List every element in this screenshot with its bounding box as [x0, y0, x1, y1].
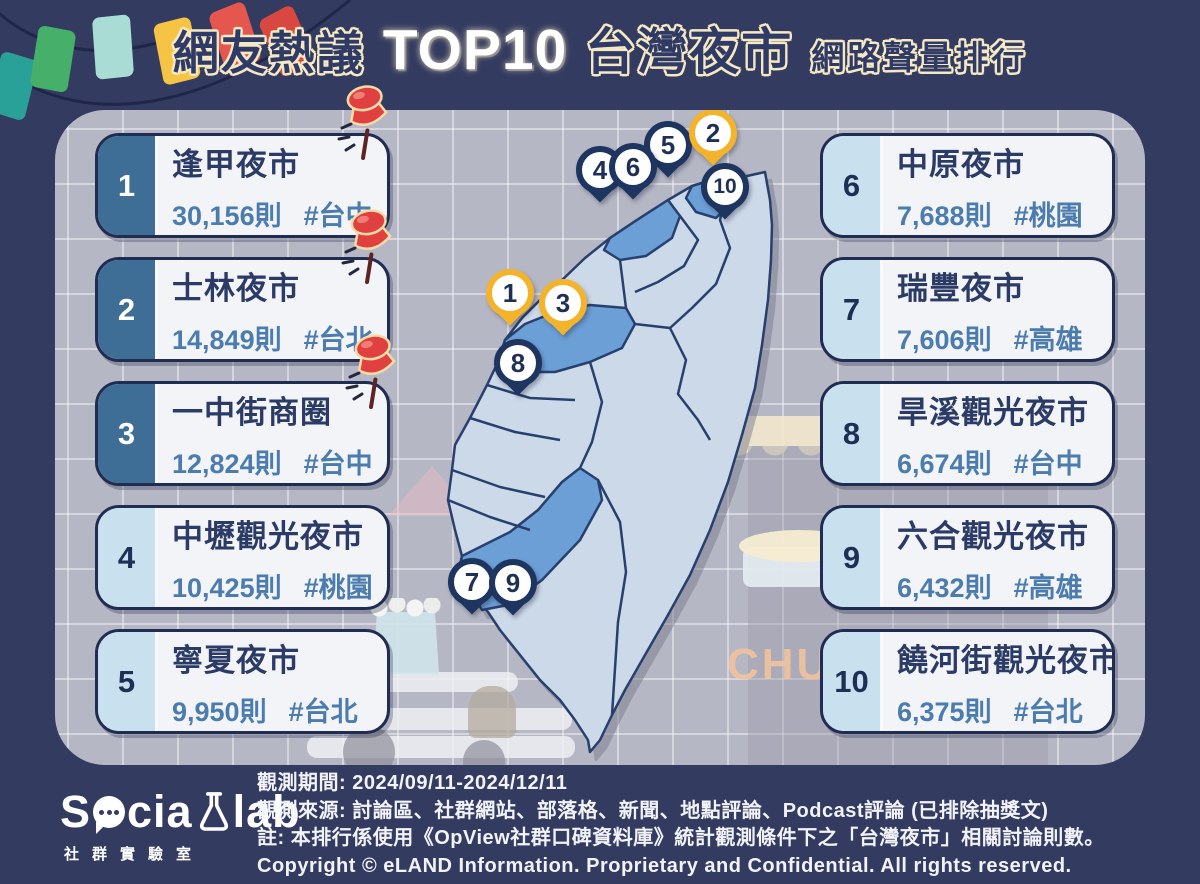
- city-tag: #高雄: [1013, 324, 1083, 355]
- mention-count: 14,849則: [172, 324, 282, 355]
- rank-badge: 9: [823, 508, 883, 607]
- mention-count: 12,824則: [172, 448, 282, 479]
- title-part-1: 網友熱議: [172, 27, 365, 79]
- ranking-card-6: 6 中原夜市 7,688則 #桃園: [820, 133, 1115, 238]
- city-tag: #台中: [303, 448, 373, 479]
- flag-green: [29, 24, 77, 94]
- market-name: 瑞豐夜市: [897, 270, 1025, 306]
- flag-red: [207, 0, 263, 74]
- mention-count: 7,688則: [897, 200, 992, 231]
- ranking-card-1: 1 逢甲夜市 30,156則 #台中: [95, 133, 390, 238]
- map-pin-1: 1: [486, 269, 534, 339]
- city-tag: #高雄: [1013, 572, 1083, 603]
- pin-number: 2: [689, 110, 737, 157]
- rank-badge: 1: [98, 136, 158, 235]
- rank-badge: 2: [98, 260, 158, 359]
- market-name: 六合觀光夜市: [897, 518, 1089, 554]
- map-pin-3: 3: [539, 279, 587, 349]
- mention-count: 9,950則: [172, 696, 267, 727]
- market-name: 中原夜市: [897, 146, 1025, 182]
- title-top10: TOP10: [382, 18, 568, 82]
- ranking-card-4: 4 中壢觀光夜市 10,425則 #桃園: [95, 505, 390, 610]
- flag-yellow: [152, 15, 202, 87]
- mention-count: 30,156則: [172, 200, 282, 231]
- taiwan-island: [446, 170, 774, 754]
- city-tag: #台中: [1013, 448, 1083, 479]
- rank-badge: 5: [98, 632, 158, 731]
- pin-number: 6: [609, 143, 657, 191]
- rank-badge: 8: [823, 384, 883, 483]
- market-name: 饒河街觀光夜市: [897, 642, 1115, 678]
- city-tag: #台北: [1013, 696, 1083, 727]
- logo-text-lab: lab: [232, 786, 301, 837]
- market-name: 中壢觀光夜市: [172, 518, 364, 554]
- rank-badge: 6: [823, 136, 883, 235]
- observation-sources: 觀測來源: 討論區、社群網站、部落格、新聞、地點評論、Podcast評論 (已排…: [257, 799, 1049, 822]
- flask-icon: [199, 792, 228, 831]
- map-pin-6: 6: [609, 143, 657, 213]
- rank-badge: 4: [98, 508, 158, 607]
- rank-badge: 7: [823, 260, 883, 359]
- ranking-card-2: 2 士林夜市 14,849則 #台北: [95, 257, 390, 362]
- ranking-card-3: 3 一中街商圈 12,824則 #台中: [95, 381, 390, 486]
- pin-number: 1: [486, 269, 534, 317]
- city-tag: #桃園: [1013, 200, 1083, 231]
- logo-subtitle: 社群實驗室: [64, 846, 205, 863]
- methodology-note: 註: 本排行係使用《OpView社群口碑資料庫》統計觀測條件下之「台灣夜市」相關…: [257, 827, 1105, 849]
- mention-count: 7,606則: [897, 324, 992, 355]
- ranking-card-8: 8 旱溪觀光夜市 6,674則 #台中: [820, 381, 1115, 486]
- pin-number: 10: [701, 163, 749, 211]
- mention-count: 6,432則: [897, 572, 992, 603]
- ranking-card-7: 7 瑞豐夜市 7,606則 #高雄: [820, 257, 1115, 362]
- title-part-3: 台灣夜市: [585, 24, 794, 80]
- observation-period: 觀測期間: 2024/09/11-2024/12/11: [257, 772, 568, 794]
- pin-number: 9: [489, 559, 537, 607]
- map-pin-9: 9: [489, 559, 537, 629]
- mention-count: 6,375則: [897, 696, 992, 727]
- market-name: 一中街商圈: [172, 394, 332, 430]
- flag-cyan: [91, 14, 135, 80]
- speech-bubble-icon: [93, 796, 126, 828]
- market-name: 逢甲夜市: [172, 146, 300, 182]
- main-panel: CHU: [55, 110, 1145, 765]
- logo-text-cia: cia: [127, 786, 193, 837]
- city-tag: #台北: [303, 324, 373, 355]
- mention-count: 10,425則: [172, 572, 282, 603]
- flag-red-2: [257, 3, 317, 79]
- footer-notes: 觀測期間: 2024/09/11-2024/12/11 觀測來源: 討論區、社群…: [257, 770, 1105, 880]
- page-title: 網友熱議 TOP10 台灣夜市 網路聲量排行: [0, 12, 1200, 84]
- ranking-card-5: 5 寧夏夜市 9,950則 #台北: [95, 629, 390, 734]
- ranking-card-10: 10 饒河街觀光夜市 6,375則 #台北: [820, 629, 1115, 734]
- city-tag: #台中: [303, 200, 373, 231]
- copyright: Copyright © eLAND Information. Proprieta…: [257, 854, 1072, 877]
- pin-number: 3: [539, 279, 587, 327]
- rank-badge: 10: [823, 632, 883, 731]
- title-subtitle: 網路聲量排行: [811, 39, 1028, 76]
- mention-count: 6,674則: [897, 448, 992, 479]
- map-pin-2: 2: [689, 110, 737, 179]
- map-pin-10: 10: [701, 163, 749, 233]
- city-tag: #台北: [288, 696, 358, 727]
- ranking-card-9: 9 六合觀光夜市 6,432則 #高雄: [820, 505, 1115, 610]
- logo-text-s: S: [60, 786, 92, 837]
- pin-number: 8: [494, 339, 542, 387]
- county-taoyuan-highlight: [602, 198, 682, 262]
- city-tag: #桃園: [303, 572, 373, 603]
- rank-badge: 3: [98, 384, 158, 483]
- map-pin-8: 8: [494, 339, 542, 409]
- flag-teal: [0, 50, 39, 122]
- market-name: 寧夏夜市: [172, 642, 300, 678]
- market-name: 士林夜市: [172, 270, 300, 306]
- market-name: 旱溪觀光夜市: [897, 394, 1089, 430]
